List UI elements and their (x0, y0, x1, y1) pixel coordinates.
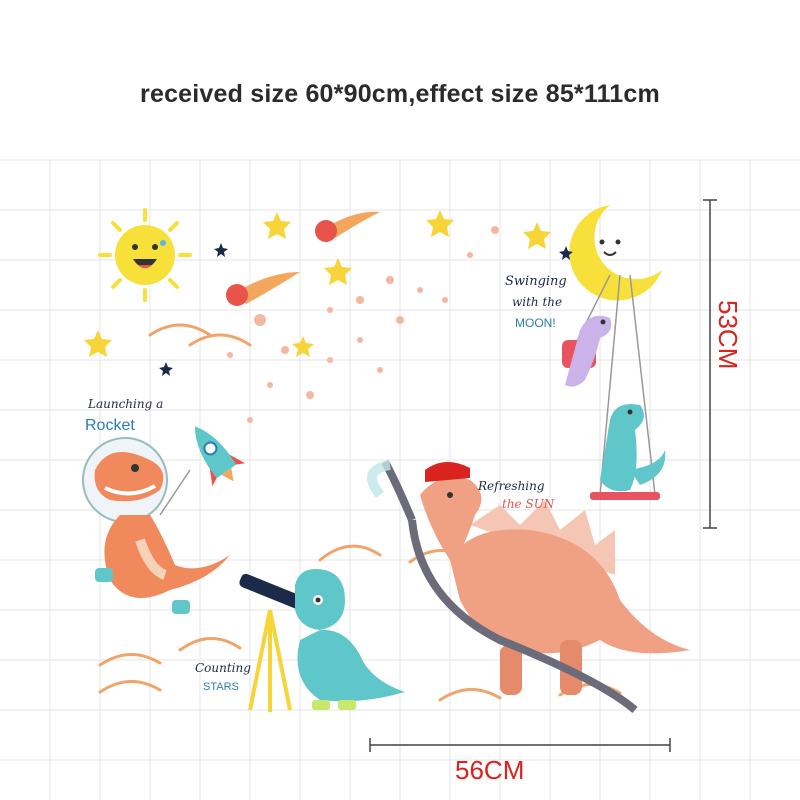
swinging-line1: Swinging (505, 274, 567, 289)
launching-rocket-label: Launching a Rocket (85, 397, 163, 434)
sun-icon (98, 208, 192, 302)
refreshing-line1: Refreshing (477, 479, 545, 493)
refreshing-sun-label: Refreshing the SUN (477, 479, 555, 511)
moon-icon (569, 205, 662, 301)
stegosaurus-dinosaur (420, 461, 690, 695)
rocket-string (159, 469, 191, 516)
triceratops-dinosaur (295, 569, 405, 710)
launching-line1: Launching a (87, 397, 163, 411)
fire-hose-icon (367, 460, 638, 714)
width-dimension-label: 56CM (455, 755, 525, 785)
swinging-dinosaur-teal (590, 404, 666, 500)
counting-line1: Counting (195, 661, 251, 675)
telescope-icon (239, 573, 307, 712)
swinging-line3: MOON! (515, 316, 556, 330)
swinging-dinosaur-purple (562, 315, 612, 387)
decorative-dots (227, 226, 499, 423)
swinging-moon-label: Swinging with the MOON! (505, 274, 567, 330)
launching-line2: Rocket (85, 417, 135, 434)
comet-icon (315, 211, 380, 242)
astronaut-dinosaur (82, 437, 230, 614)
counting-stars-label: Counting STARS (195, 661, 251, 693)
star-icon (159, 243, 573, 376)
counting-line2: STARS (203, 681, 239, 693)
comet-icon (226, 272, 300, 306)
headline: received size 60*90cm,effect size 85*111… (140, 80, 660, 108)
star-icon (84, 210, 551, 357)
width-dimension-line (369, 738, 671, 752)
refreshing-line2: the SUN (502, 497, 555, 511)
rocket-icon (194, 426, 246, 487)
height-dimension-line (703, 199, 717, 529)
height-dimension-label: 53CM (713, 300, 743, 370)
swinging-line2: with the (512, 295, 562, 309)
